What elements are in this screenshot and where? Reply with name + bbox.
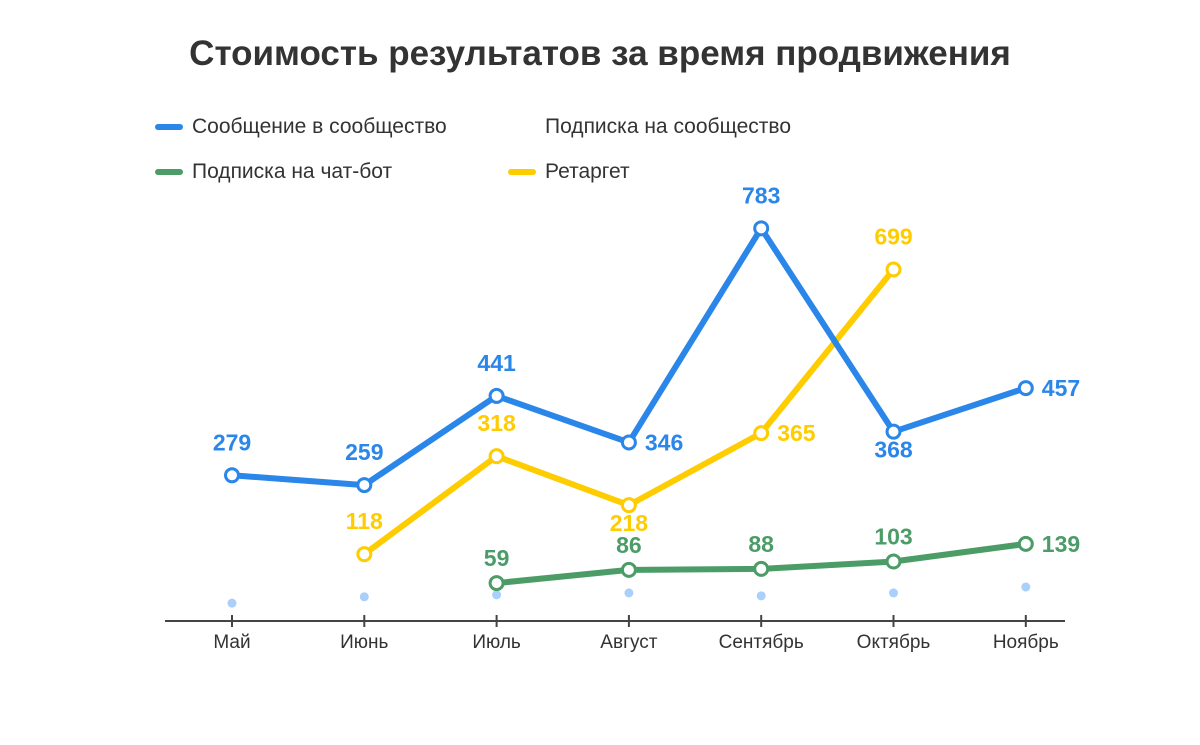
data-point	[620, 434, 637, 451]
data-point	[356, 477, 373, 494]
x-tick-label: Октябрь	[857, 632, 931, 653]
x-tick-label: Май	[213, 632, 250, 653]
data-point	[224, 467, 240, 484]
data-point	[756, 591, 766, 601]
legend-swatch	[508, 169, 536, 175]
data-point	[885, 423, 902, 440]
data-point	[227, 598, 237, 608]
data-label: 346	[645, 429, 683, 455]
data-point	[359, 592, 369, 602]
data-point	[1021, 582, 1031, 592]
data-label: 457	[1042, 375, 1080, 401]
legend-item-retarget: Ретаргет	[508, 160, 630, 184]
data-point	[885, 261, 902, 278]
legend-label: Сообщение в сообщество	[192, 115, 447, 138]
data-label: 139	[1042, 531, 1080, 557]
data-label: 783	[742, 182, 780, 208]
data-label: 59	[484, 545, 510, 571]
x-tick-label: Сентябрь	[719, 632, 804, 653]
legend-swatch	[155, 124, 183, 130]
data-label: 318	[477, 410, 516, 436]
legend-item-subscriptions: Подписка на сообщество	[508, 115, 791, 139]
data-point	[885, 553, 902, 570]
data-point	[1017, 535, 1034, 552]
data-point	[620, 497, 637, 514]
data-point	[488, 448, 505, 465]
legend-item-chatbot: Подписка на чат-бот	[155, 160, 392, 184]
x-tick-label: Ноябрь	[993, 632, 1059, 653]
data-label: 279	[213, 429, 251, 455]
data-label: 118	[346, 508, 383, 534]
data-point	[492, 590, 502, 600]
data-point	[1017, 380, 1034, 397]
legend-label: Подписка на чат-бот	[192, 160, 393, 183]
data-label: 368	[874, 437, 913, 463]
legend-label: Ретаргет	[545, 160, 630, 183]
data-label: 88	[748, 531, 774, 557]
data-point	[620, 561, 637, 578]
legend-item-messages: Сообщение в сообщество	[155, 115, 447, 139]
data-label: 365	[777, 420, 816, 446]
data-point	[488, 575, 505, 592]
x-tick-label: Август	[600, 632, 657, 653]
data-label: 259	[345, 439, 383, 465]
data-label: 699	[874, 223, 912, 249]
data-point	[488, 387, 505, 404]
data-label: 441	[477, 350, 516, 376]
x-tick-label: Июнь	[340, 632, 388, 653]
data-label: 103	[874, 524, 912, 550]
data-point	[753, 220, 770, 237]
data-point	[356, 546, 373, 563]
chart-title: Стоимость результатов за время продвижен…	[189, 34, 1011, 73]
legend-swatch	[155, 169, 183, 175]
data-point	[753, 560, 770, 577]
data-point	[889, 588, 898, 598]
x-tick-label: Июль	[472, 632, 521, 653]
legend-label: Подписка на сообщество	[545, 115, 792, 138]
data-point	[624, 588, 634, 598]
data-label: 86	[616, 532, 642, 558]
data-label: 218	[610, 510, 649, 536]
data-point	[753, 425, 770, 442]
